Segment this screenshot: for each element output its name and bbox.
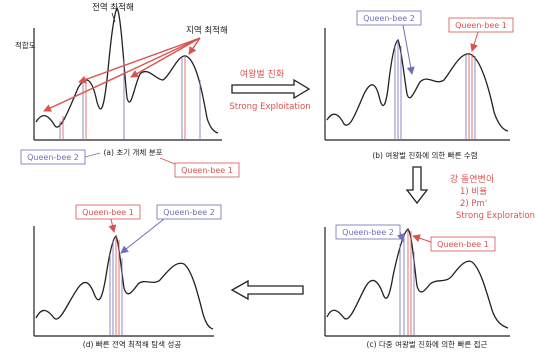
panel-b-curve — [326, 39, 509, 132]
panel-b-bee2-arrow — [402, 24, 415, 75]
transition-ab-subtitle: Strong Exploitation — [229, 102, 310, 112]
global-optimum-pointer — [111, 12, 116, 23]
transition-a-to-b: 여왕벌 진화 Strong Exploitation — [229, 68, 310, 112]
fitness-axis-label: 적합도 — [15, 40, 36, 50]
arrow-left-icon — [230, 279, 304, 301]
caption-a: (a) 초기 개체 분포 — [104, 147, 163, 157]
panel-a-curve — [35, 6, 219, 134]
transition-bc-pm: 2) Pm' — [460, 199, 487, 209]
panel-d-bee1-label: Queen-bee 1 — [82, 208, 134, 217]
panel-d-bee1-arrow — [108, 218, 117, 233]
panel-d-bee1-box — [75, 204, 141, 220]
transition-c-to-d — [230, 279, 304, 301]
panel-a-bee2-label: Queen-bee 2 — [27, 153, 79, 162]
panel-b-bee1-box — [448, 17, 514, 33]
panel-b-bee1-label: Queen-bee 1 — [455, 21, 507, 30]
local-optimum-label: 지역 최적해 — [186, 25, 228, 36]
panel-b-bee2-label: Queen-bee 2 — [363, 14, 415, 23]
transition-b-to-c: 강 돌연변이 1) 비율 2) Pm' Strong Exploration — [405, 166, 535, 221]
panel-c-bee1-arrow — [412, 234, 432, 243]
transition-bc-title: 강 돌연변이 — [450, 174, 494, 185]
arrow-right-icon — [231, 78, 311, 100]
panel-d: Queen-bee 1 Queen-bee 2 (d) 빠른 전역 최적해 탐색… — [33, 204, 222, 349]
panel-d-curve — [35, 235, 214, 330]
transition-bc-ratio: 1) 비율 — [460, 187, 487, 197]
arrow-down-icon — [405, 166, 429, 205]
local-optimum-arrows — [43, 37, 201, 112]
panel-a: 적합도 전역 최적해 지역 최적해 Queen-bee 2 Queen-bee … — [15, 2, 240, 178]
panel-b-population-lines — [394, 40, 476, 140]
caption-d: (d) 빠른 전역 최적해 탐색 성공 — [83, 339, 182, 349]
panel-c-bee1-label: Queen-bee 1 — [437, 240, 489, 249]
panel-c-bee1-box — [430, 236, 496, 252]
panel-a-bee1-pointer — [159, 157, 176, 165]
panel-c-bee2-label: Queen-bee 2 — [342, 228, 394, 237]
panel-c: Queen-bee 2 Queen-bee 1 (c) 다중 여왕벌 진화에 의… — [324, 224, 510, 349]
panel-a-population-lines — [59, 56, 201, 140]
panel-d-population-lines — [109, 236, 123, 336]
panel-c-curve — [326, 228, 509, 329]
panel-b: Queen-bee 2 Queen-bee 1 (b) 여왕벌 진화에 의한 빠… — [324, 10, 514, 160]
panel-c-population-lines — [399, 229, 415, 336]
panel-d-bee2-arrow — [120, 218, 165, 254]
panel-b-bee1-arrow — [470, 31, 479, 52]
panel-d-bee2-label: Queen-bee 2 — [163, 208, 215, 217]
transition-bc-subtitle: Strong Exploration — [456, 211, 535, 221]
panel-a-bee2-pointer — [84, 152, 101, 158]
panel-c-bee2-arrow — [396, 231, 405, 242]
global-optimum-label: 전역 최적해 — [92, 2, 134, 13]
panel-d-bee2-box — [156, 204, 222, 220]
caption-b: (b) 여왕벌 진화에 의한 빠른 수렴 — [372, 150, 477, 160]
panel-a-bee1-box — [174, 162, 240, 178]
panel-a-bee1-label: Queen-bee 1 — [181, 166, 233, 175]
caption-c: (c) 다중 여왕벌 진화에 의한 빠른 접근 — [367, 339, 488, 349]
transition-ab-title: 여왕벌 진화 — [240, 68, 284, 80]
panel-b-bee2-box — [356, 10, 422, 26]
